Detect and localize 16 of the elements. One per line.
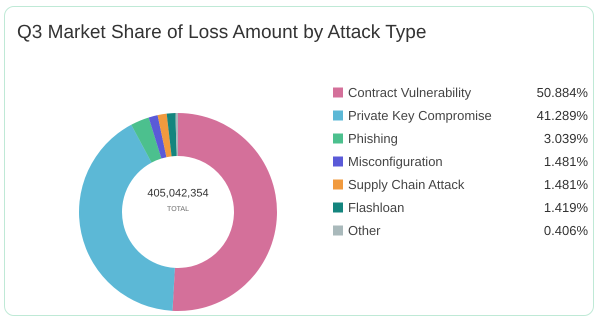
- chart-title: Q3 Market Share of Loss Amount by Attack Type: [17, 22, 426, 43]
- data-label: 1.481%: [544, 154, 588, 169]
- data-label: 1.481%: [544, 177, 588, 192]
- legend-label: Contract Vulnerability: [348, 85, 472, 100]
- data-label: 41.289%: [536, 108, 588, 123]
- data-label: 1.419%: [544, 200, 588, 215]
- legend-label: Misconfiguration: [348, 154, 443, 169]
- data-label: 3.039%: [544, 131, 588, 146]
- legend-label: Private Key Compromise: [348, 108, 492, 123]
- text: 405,042,354: [147, 188, 209, 200]
- legend-label: Phishing: [348, 131, 398, 146]
- data-label: 50.884%: [536, 85, 588, 100]
- legend-label: Flashloan: [348, 200, 404, 215]
- legend-label: Supply Chain Attack: [348, 177, 465, 192]
- data-label: 0.406%: [544, 223, 588, 238]
- legend-label: Other: [348, 223, 382, 238]
